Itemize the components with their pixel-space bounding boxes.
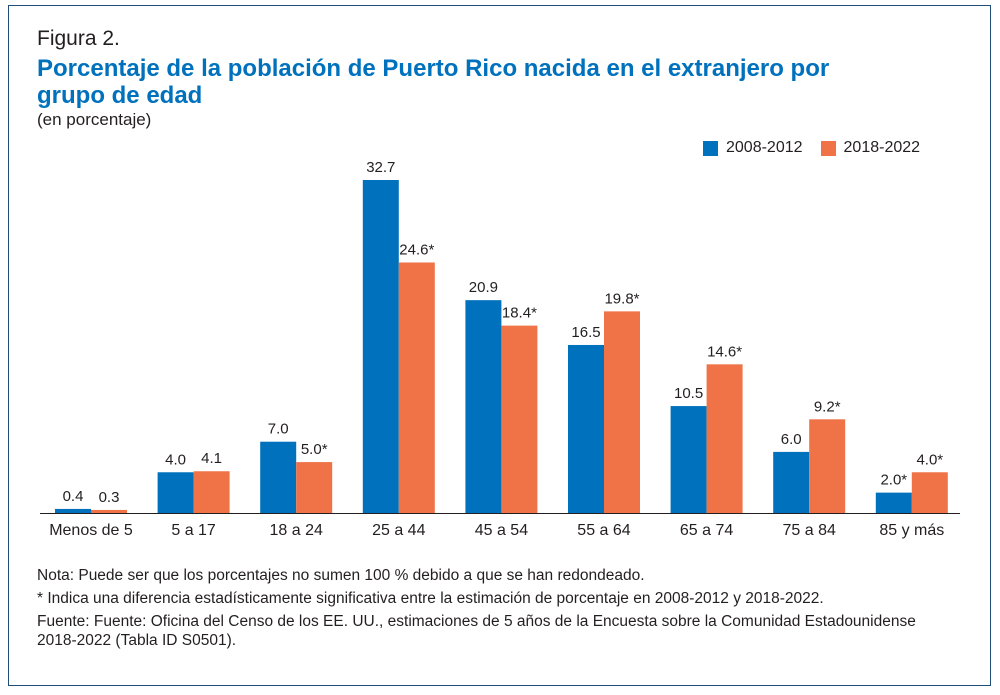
bar-2-1 <box>193 471 230 513</box>
bar-1-8 <box>875 492 912 513</box>
data-label-2-2: 5.0* <box>301 441 328 458</box>
bar-2-5 <box>604 311 640 513</box>
data-label-2-1: 4.1 <box>201 450 222 467</box>
category-label-2: 18 a 24 <box>270 522 323 539</box>
bar-2-0 <box>91 509 127 513</box>
data-label-2-0: 0.3 <box>99 489 120 506</box>
bar-2-8 <box>911 472 948 513</box>
bar-2-7 <box>809 419 846 513</box>
legend-item-series1: 2008-2012 <box>703 139 803 157</box>
notes: Nota: Puede ser que los porcentajes no s… <box>37 566 937 654</box>
data-label-2-7: 9.2* <box>814 398 841 415</box>
figure-frame <box>8 5 991 686</box>
category-label-5: 55 a 64 <box>577 522 630 539</box>
category-label-1: 5 a 17 <box>171 522 216 539</box>
data-label-1-8: 2.0* <box>880 472 907 489</box>
data-label-2-6: 14.6* <box>707 343 742 360</box>
category-label-6: 65 a 74 <box>680 522 733 539</box>
legend-swatch-series1 <box>703 140 718 156</box>
bar-2-2 <box>296 462 333 513</box>
legend-swatch-series2 <box>820 140 836 156</box>
data-label-1-3: 32.7 <box>366 159 395 176</box>
category-label-4: 45 a 54 <box>475 522 528 539</box>
bar-2-3 <box>398 262 435 513</box>
data-label-1-1: 4.0 <box>165 451 186 468</box>
data-label-1-5: 16.5 <box>571 324 600 341</box>
bar-1-2 <box>260 441 297 513</box>
category-label-3: 25 a 44 <box>372 522 425 539</box>
legend: 2008-2012 2018-2022 <box>703 139 938 157</box>
chart-title: Porcentaje de la población de Puerto Ric… <box>37 55 830 109</box>
data-label-1-7: 6.0 <box>781 431 802 448</box>
legend-item-series2: 2018-2022 <box>820 139 921 157</box>
chart-subtitle: (en porcentaje) <box>37 110 152 129</box>
bar-1-0 <box>55 508 91 513</box>
data-label-1-6: 10.5 <box>674 385 703 402</box>
legend-label-series2: 2018-2022 <box>843 139 921 156</box>
data-label-2-5: 19.8* <box>604 290 639 307</box>
note-significance: * Indica una diferencia estadísticamente… <box>37 590 824 607</box>
data-label-1-0: 0.4 <box>63 488 84 505</box>
bar-2-6 <box>706 364 743 513</box>
data-label-2-3: 24.6* <box>399 241 434 258</box>
bar-chart: 0.4 0.3 Menos de 5 4.0 4.1 5 a 17 7.0 5.0* 18 a … <box>40 159 960 539</box>
data-label-2-8: 4.0* <box>916 451 943 468</box>
bar-1-1 <box>157 472 194 513</box>
note-source: Fuente: Fuente: Oficina del Censo de los… <box>37 613 916 649</box>
data-label-2-4: 18.4* <box>502 305 537 322</box>
figure-label: Figura 2. <box>37 27 120 50</box>
category-label-7: 75 a 84 <box>783 522 836 539</box>
bar-1-3 <box>362 180 399 513</box>
bar-2-4 <box>501 325 538 513</box>
bar-1-6 <box>670 406 707 513</box>
category-label-8: 85 y más <box>879 522 944 539</box>
data-label-1-4: 20.9 <box>469 279 498 296</box>
note-rounding: Nota: Puede ser que los porcentajes no s… <box>37 567 645 584</box>
bar-1-7 <box>773 451 810 513</box>
data-label-1-2: 7.0 <box>268 421 289 438</box>
legend-label-series1: 2008-2012 <box>726 139 803 156</box>
bar-1-5 <box>568 344 604 513</box>
category-label-0: Menos de 5 <box>49 522 133 539</box>
bar-1-4 <box>465 300 502 513</box>
